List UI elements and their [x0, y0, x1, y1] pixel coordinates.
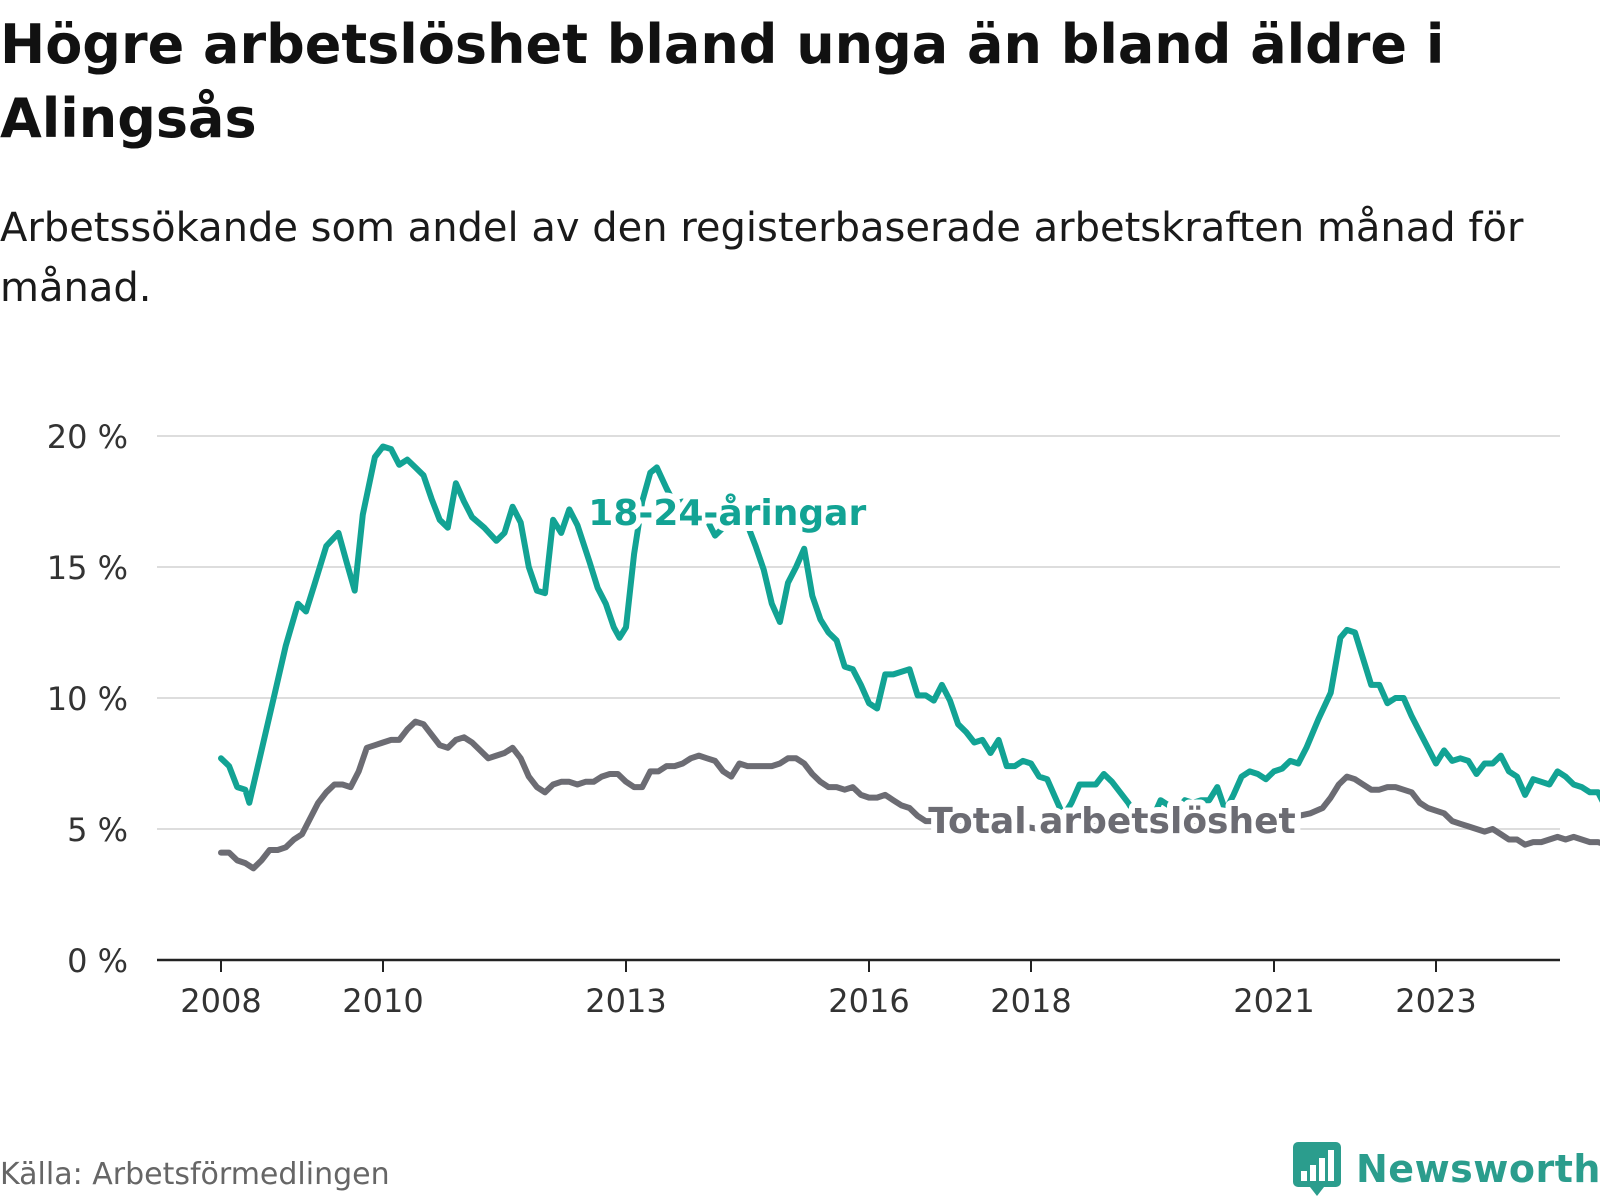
y-tick-label: 10 % [47, 680, 128, 718]
y-tick-label: 0 % [67, 942, 128, 980]
series-label-youth: 18-24-åringar [588, 493, 866, 534]
series-line-total [218, 718, 1600, 872]
x-tick-label: 2008 [180, 982, 261, 1020]
chart-title: Högre arbetslöshet bland unga än bland ä… [0, 13, 1445, 150]
series-label-total: Total arbetslöshet [928, 801, 1296, 842]
series-layer [218, 443, 1600, 872]
chart-subtitle: Arbetssökande som andel av den registerb… [0, 205, 1524, 311]
line-chart: 0 %5 %10 %15 %20 % 2008 2010 2013 2016 2018 2… [47, 418, 1600, 1020]
y-tick-label: 5 % [67, 811, 128, 849]
x-axis: 2008 2010 2013 2016 2018 2021 2023 [157, 958, 1560, 1020]
x-tick-label: 2016 [828, 982, 909, 1020]
x-tick-label: 2021 [1233, 982, 1314, 1020]
source-note: Källa: Arbetsförmedlingen [0, 1157, 390, 1192]
y-tick-label: 20 % [47, 418, 128, 456]
series-line-youth [218, 443, 1600, 827]
x-tick-label: 2018 [990, 982, 1071, 1020]
x-tick-label: 2013 [585, 982, 666, 1020]
brand-name: Newsworthy [1356, 1147, 1600, 1191]
x-tick-label: 2023 [1395, 982, 1476, 1020]
x-tick-label: 2010 [342, 982, 423, 1020]
y-axis-labels: 0 % 5 % 10 % 15 % 20 % [47, 418, 128, 980]
brand-logo: Newsworthy [1292, 1140, 1600, 1198]
y-tick-label: 15 % [47, 549, 128, 587]
newsworthy-bar-chart-icon [1293, 1142, 1341, 1196]
